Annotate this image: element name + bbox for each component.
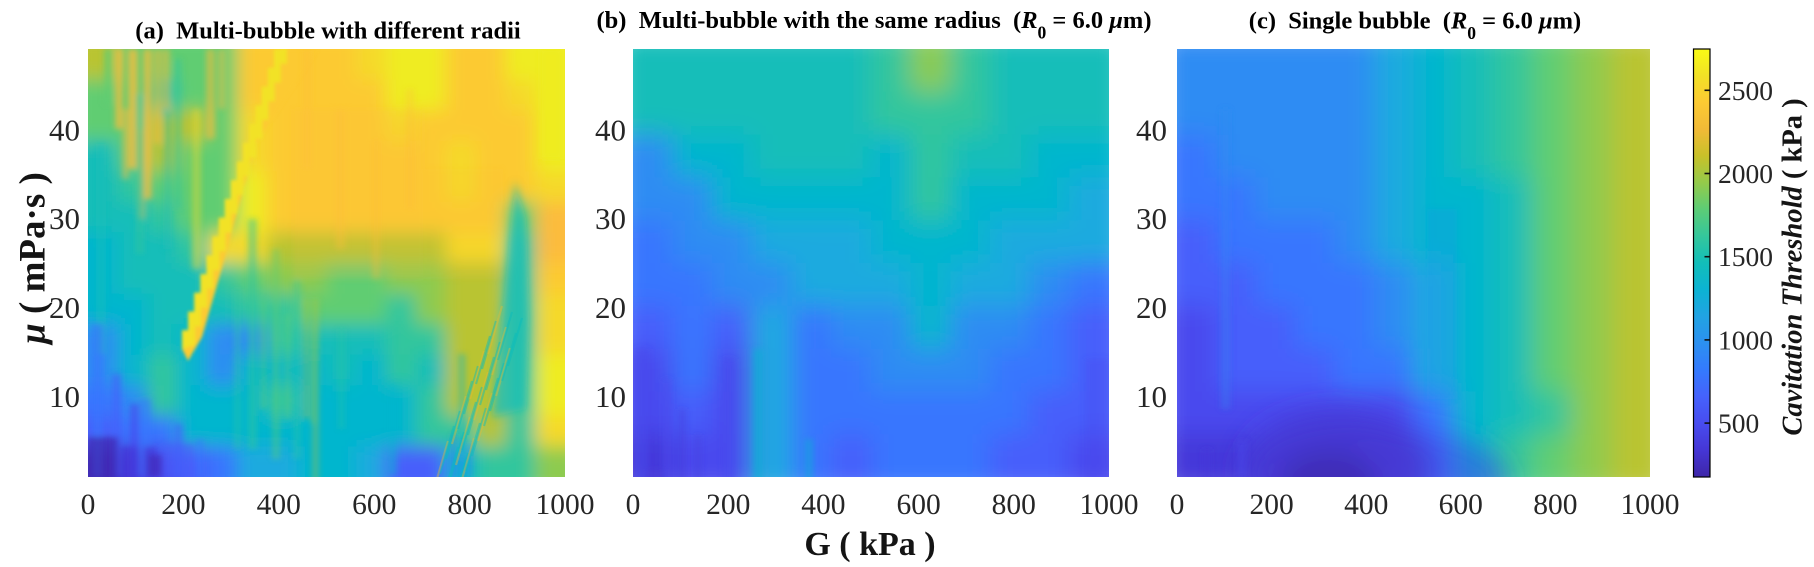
svg-text:1000: 1000 <box>1718 324 1773 355</box>
svg-text:μ ( mPa·s ): μ ( mPa·s ) <box>13 172 54 346</box>
svg-text:0: 0 <box>626 489 641 521</box>
svg-text:30: 30 <box>595 201 626 236</box>
svg-text:400: 400 <box>1344 489 1388 521</box>
svg-text:2500: 2500 <box>1718 75 1773 106</box>
svg-text:10: 10 <box>595 379 626 414</box>
svg-text:800: 800 <box>1533 489 1577 521</box>
svg-text:1000: 1000 <box>1080 489 1139 521</box>
svg-text:0: 0 <box>81 489 96 521</box>
svg-text:2000: 2000 <box>1718 158 1773 189</box>
svg-text:Cavitation Threshold ( kPa ): Cavitation Threshold ( kPa ) <box>1778 98 1809 435</box>
svg-text:400: 400 <box>801 489 845 521</box>
svg-text:(a) Multi-bubble with differe: (a) Multi-bubble with different radii <box>135 18 521 45</box>
svg-text:200: 200 <box>706 489 750 521</box>
svg-text:10: 10 <box>49 379 80 414</box>
svg-text:20: 20 <box>49 290 80 325</box>
svg-text:40: 40 <box>595 112 626 147</box>
svg-text:40: 40 <box>49 112 80 147</box>
svg-text:G ( kPa ): G ( kPa ) <box>804 526 935 563</box>
svg-text:1000: 1000 <box>536 489 595 521</box>
svg-text:30: 30 <box>1136 201 1167 236</box>
svg-text:200: 200 <box>161 489 205 521</box>
svg-text:1500: 1500 <box>1718 241 1773 272</box>
svg-text:1000: 1000 <box>1621 489 1680 521</box>
svg-text:0: 0 <box>1170 489 1185 521</box>
svg-text:20: 20 <box>595 290 626 325</box>
svg-text:800: 800 <box>447 489 491 521</box>
svg-text:600: 600 <box>1439 489 1483 521</box>
svg-text:800: 800 <box>992 489 1036 521</box>
svg-text:200: 200 <box>1249 489 1293 521</box>
svg-text:30: 30 <box>49 201 80 236</box>
svg-text:600: 600 <box>896 489 940 521</box>
svg-text:40: 40 <box>1136 112 1167 147</box>
svg-text:20: 20 <box>1136 290 1167 325</box>
svg-text:10: 10 <box>1136 379 1167 414</box>
svg-text:400: 400 <box>257 489 301 521</box>
svg-text:600: 600 <box>352 489 396 521</box>
svg-text:500: 500 <box>1718 408 1759 439</box>
